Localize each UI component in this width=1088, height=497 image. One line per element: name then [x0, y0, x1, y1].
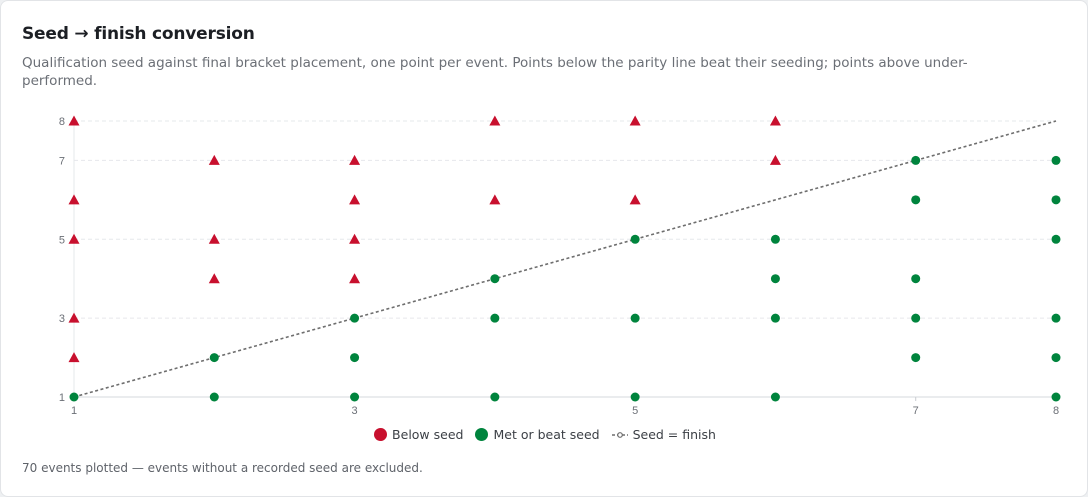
data-point-met-seed: [911, 155, 921, 165]
parity-line: [73, 120, 1057, 398]
legend-item-below[interactable]: Below seed: [374, 427, 463, 442]
chart-legend: Below seed Met or beat seed Seed = finis…: [1, 427, 1088, 442]
data-point-met-seed: [490, 313, 500, 323]
data-point-met-seed: [350, 353, 360, 363]
data-point-below-seed: [629, 115, 641, 126]
data-point-below-seed: [349, 273, 361, 284]
data-point-below-seed: [68, 194, 80, 205]
chart-title: Seed → finish conversion: [22, 24, 255, 44]
data-point-below-seed: [629, 194, 641, 205]
data-point-below-seed: [208, 233, 220, 244]
x-tick-label: 5: [632, 405, 638, 417]
parity-line-icon: [611, 431, 628, 438]
data-point-below-seed: [489, 194, 501, 205]
data-point-met-seed: [630, 234, 640, 244]
y-tick-label: 7: [59, 155, 65, 167]
legend-swatch-below: [374, 428, 388, 441]
data-point-below-seed: [68, 233, 80, 244]
y-tick-label: 3: [59, 313, 65, 325]
x-tick-label: 1: [71, 405, 77, 417]
legend-label-met: Met or beat seed: [493, 427, 600, 442]
x-tick-label: 3: [352, 405, 358, 417]
data-point-met-seed: [350, 392, 360, 402]
data-point-met-seed: [1051, 313, 1061, 323]
data-point-met-seed: [911, 195, 921, 205]
data-point-met-seed: [1051, 392, 1061, 402]
legend-label-below: Below seed: [392, 427, 464, 442]
y-tick-label: 8: [59, 116, 65, 128]
data-point-met-seed: [630, 313, 640, 323]
data-point-met-seed: [911, 274, 921, 284]
scatter-plot: 1 3 5 7 8 1 3 5 7 8: [59, 115, 1061, 417]
data-point-below-seed: [349, 194, 361, 205]
data-point-below-seed: [769, 154, 781, 165]
data-point-below-seed: [68, 352, 80, 363]
data-point-met-seed: [911, 353, 921, 363]
legend-item-met[interactable]: Met or beat seed: [475, 427, 600, 442]
data-point-met-seed: [490, 392, 500, 402]
data-point-below-seed: [349, 154, 361, 165]
legend-label-parity: Seed = finish: [632, 427, 716, 442]
data-point-met-seed: [69, 392, 79, 402]
y-tick-label: 5: [59, 234, 65, 246]
data-point-met-seed: [490, 274, 500, 284]
data-point-met-seed: [1051, 195, 1061, 205]
legend-item-parity[interactable]: Seed = finish: [611, 427, 716, 442]
data-point-met-seed: [1051, 234, 1061, 244]
data-point-met-seed: [630, 392, 640, 402]
data-point-below-seed: [349, 233, 361, 244]
data-point-met-seed: [350, 313, 360, 323]
data-point-met-seed: [770, 313, 780, 323]
data-point-below-seed: [68, 115, 80, 126]
legend-swatch-met: [475, 428, 489, 441]
data-point-below-seed: [769, 115, 781, 126]
data-point-met-seed: [770, 392, 780, 402]
data-point-met-seed: [209, 392, 219, 402]
footnote: 70 events plotted — events without a rec…: [22, 461, 423, 475]
data-point-met-seed: [1051, 353, 1061, 363]
x-tick-label: 8: [1053, 405, 1059, 417]
data-point-met-seed: [770, 234, 780, 244]
data-point-below-seed: [208, 154, 220, 165]
data-point-below-seed: [68, 312, 80, 323]
chart-subtitle: Qualification seed against final bracket…: [22, 55, 968, 89]
y-tick-label: 1: [59, 392, 65, 404]
data-point-below-seed: [208, 273, 220, 284]
data-point-met-seed: [911, 313, 921, 323]
data-point-met-seed: [1051, 155, 1061, 165]
data-point-met-seed: [209, 353, 219, 363]
data-point-below-seed: [489, 115, 501, 126]
data-point-met-seed: [770, 274, 780, 284]
x-tick-label: 7: [913, 405, 919, 417]
